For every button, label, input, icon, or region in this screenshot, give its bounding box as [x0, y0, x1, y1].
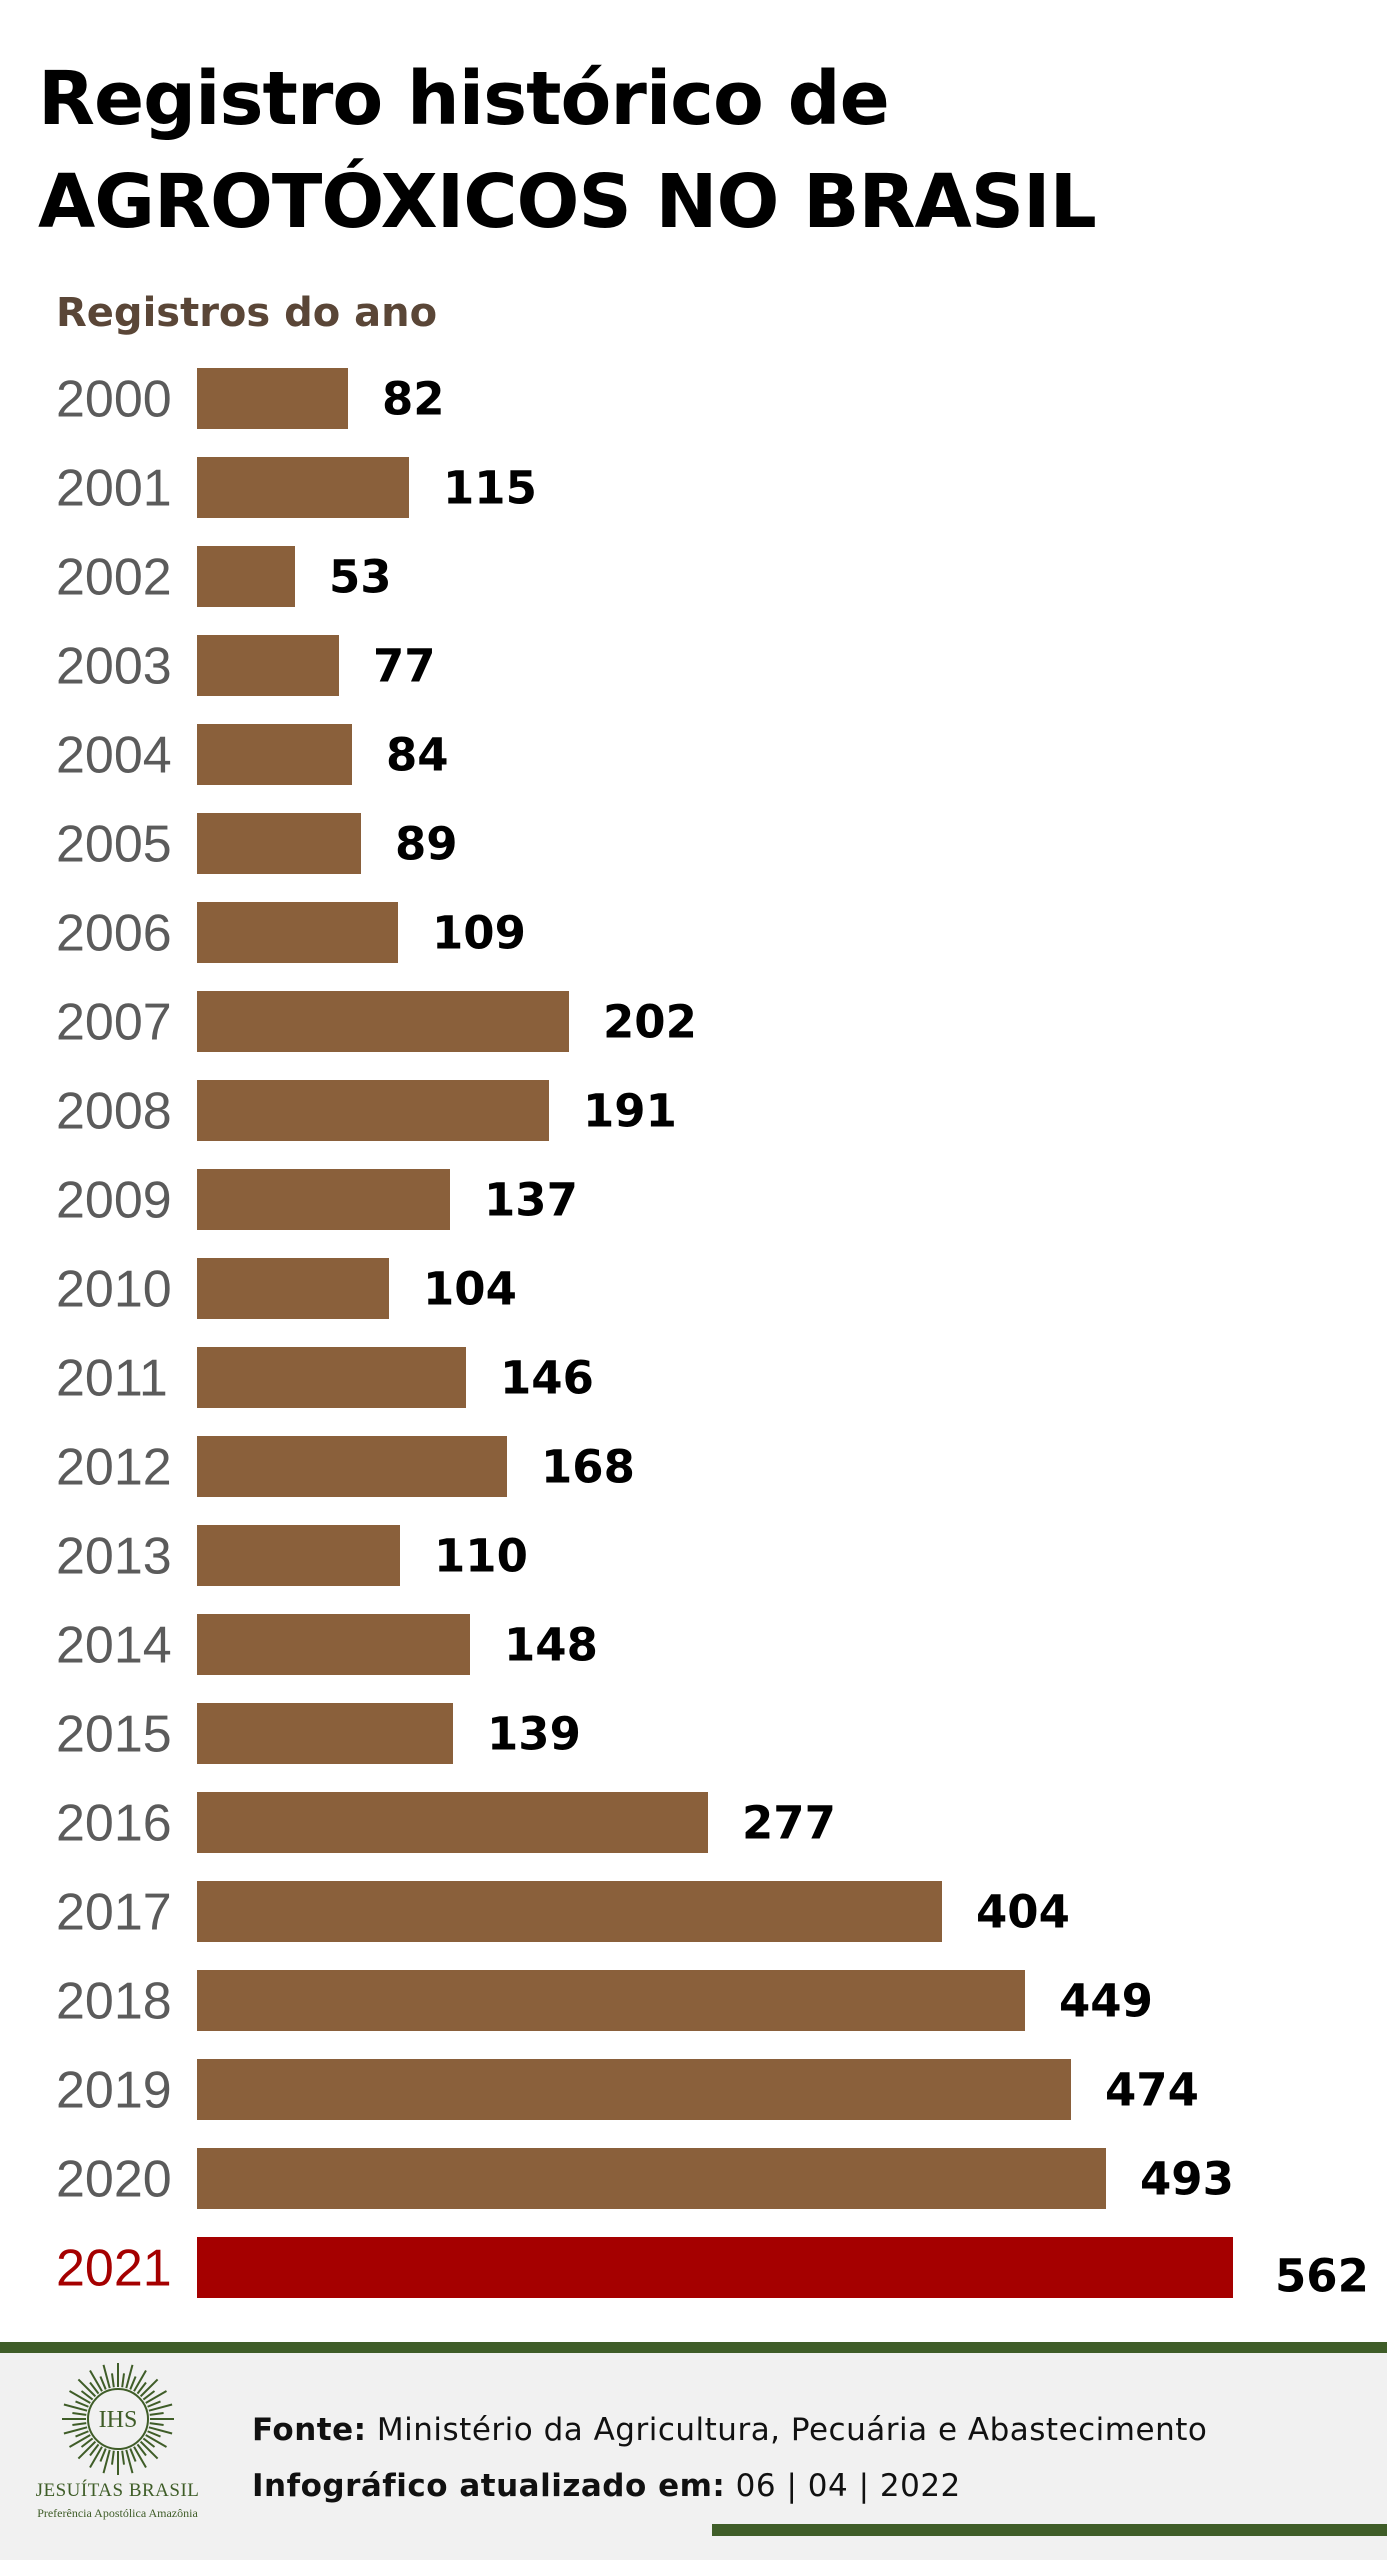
value-label-2010: 104 — [423, 1263, 517, 1316]
bar-2015 — [197, 1703, 453, 1764]
updated-label: Infográfico atualizado em: — [252, 2468, 726, 2504]
updated-line: Infográfico atualizado em: 06 | 04 | 202… — [252, 2458, 1207, 2514]
bar-2002 — [197, 546, 295, 607]
sunburst-emblem-icon: IHS — [61, 2363, 174, 2475]
value-label-2009: 137 — [484, 1174, 578, 1227]
value-label-2016: 277 — [742, 1797, 836, 1850]
value-label-2021: 562 — [1275, 2250, 1369, 2303]
year-label-2006: 2006 — [56, 905, 172, 963]
value-label-2008: 191 — [583, 1085, 677, 1138]
value-label-2020: 493 — [1140, 2153, 1234, 2206]
year-label-2015: 2015 — [56, 1706, 172, 1764]
jesuitas-brasil-logo: IHS JESUÍTAS BRASIL Preferência Apostóli… — [30, 2360, 205, 2521]
year-label-2011: 2011 — [56, 1350, 168, 1408]
bar-2013 — [197, 1525, 400, 1586]
year-label-2002: 2002 — [56, 549, 172, 607]
value-label-2001: 115 — [443, 462, 537, 515]
value-label-2012: 168 — [541, 1441, 635, 1494]
year-label-2012: 2012 — [56, 1439, 172, 1497]
bar-2018 — [197, 1970, 1025, 2031]
bar-2019 — [197, 2059, 1071, 2120]
year-label-2008: 2008 — [56, 1083, 172, 1141]
year-label-2021: 2021 — [56, 2240, 172, 2298]
year-label-2009: 2009 — [56, 1172, 172, 1230]
series-label: Registros do ano — [56, 290, 437, 336]
bar-2021 — [197, 2237, 1233, 2298]
bar-chart: Registros do ano 2000 82 2001 115 2002 53 2003… — [56, 290, 1369, 2303]
bar-2007 — [197, 991, 569, 1052]
footer-divider — [0, 2342, 1387, 2353]
value-label-2018: 449 — [1059, 1975, 1153, 2028]
bar-2004 — [197, 724, 352, 785]
bar-2008 — [197, 1080, 549, 1141]
updated-value: 06 | 04 | 2022 — [735, 2468, 961, 2504]
source-line: Fonte: Ministério da Agricultura, Pecuár… — [252, 2402, 1207, 2458]
value-label-2005: 89 — [395, 818, 458, 871]
value-label-2002: 53 — [329, 551, 392, 604]
bar-2009 — [197, 1169, 450, 1230]
bar-2000 — [197, 368, 348, 429]
value-label-2011: 146 — [500, 1352, 594, 1405]
bar-2016 — [197, 1792, 708, 1853]
value-label-2013: 110 — [434, 1530, 528, 1583]
value-label-2007: 202 — [603, 996, 697, 1049]
title-line-1: Registro histórico de — [38, 56, 890, 142]
year-label-2010: 2010 — [56, 1261, 172, 1319]
bar-2005 — [197, 813, 361, 874]
value-label-2017: 404 — [976, 1886, 1070, 1939]
bar-2014 — [197, 1614, 470, 1675]
title-block: Registro histórico de AGROTÓXICOS NO BRA… — [38, 48, 1097, 254]
bar-2006 — [197, 902, 398, 963]
value-label-2019: 474 — [1105, 2064, 1199, 2117]
value-label-2004: 84 — [386, 729, 449, 782]
bar-2017 — [197, 1881, 942, 1942]
bar-2001 — [197, 457, 409, 518]
year-label-2001: 2001 — [56, 460, 172, 518]
year-label-2000: 2000 — [56, 371, 172, 429]
year-label-2020: 2020 — [56, 2151, 172, 2209]
bar-2010 — [197, 1258, 389, 1319]
logo-monogram: IHS — [98, 2407, 137, 2433]
logo-tagline: Preferência Apostólica Amazônia — [37, 2506, 198, 2520]
value-label-2003: 77 — [373, 640, 436, 693]
year-label-2014: 2014 — [56, 1617, 172, 1675]
title-line-2: AGROTÓXICOS NO BRASIL — [38, 159, 1097, 245]
year-label-2013: 2013 — [56, 1528, 172, 1586]
bar-2011 — [197, 1347, 466, 1408]
value-label-2000: 82 — [382, 373, 445, 426]
bar-2003 — [197, 635, 339, 696]
value-label-2006: 109 — [432, 907, 526, 960]
bar-2020 — [197, 2148, 1106, 2209]
year-label-2017: 2017 — [56, 1884, 172, 1942]
bar-2012 — [197, 1436, 507, 1497]
footer-bottom-rule — [712, 2524, 1387, 2536]
logo-name: JESUÍTAS BRASIL — [35, 2480, 200, 2501]
source-value: Ministério da Agricultura, Pecuária e Ab… — [376, 2412, 1208, 2448]
year-label-2007: 2007 — [56, 994, 172, 1052]
year-label-2019: 2019 — [56, 2062, 172, 2120]
year-label-2005: 2005 — [56, 816, 172, 874]
year-label-2003: 2003 — [56, 638, 172, 696]
year-label-2016: 2016 — [56, 1795, 172, 1853]
value-label-2015: 139 — [487, 1708, 581, 1761]
year-label-2018: 2018 — [56, 1973, 172, 2031]
footer-credits: Fonte: Ministério da Agricultura, Pecuár… — [252, 2402, 1207, 2514]
value-label-2014: 148 — [504, 1619, 598, 1672]
source-label: Fonte: — [252, 2412, 367, 2448]
year-label-2004: 2004 — [56, 727, 172, 785]
